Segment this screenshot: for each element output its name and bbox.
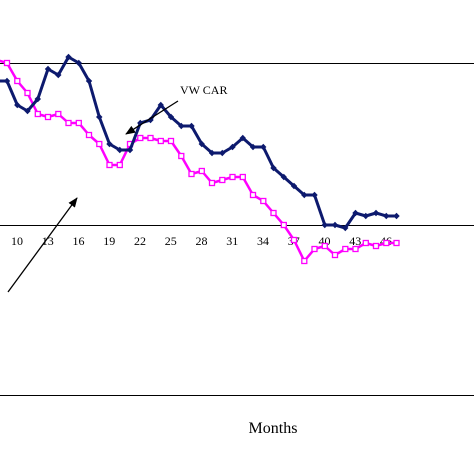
data-point	[24, 107, 31, 115]
data-point	[239, 134, 246, 142]
data-point	[260, 197, 267, 205]
series-0	[0, 53, 400, 232]
data-point	[362, 239, 369, 247]
data-point	[290, 182, 298, 190]
data-point	[3, 77, 11, 85]
data-point	[331, 221, 339, 229]
x-tick-label: 28	[196, 234, 208, 248]
data-point	[311, 191, 318, 199]
data-point	[321, 242, 328, 250]
data-point	[208, 149, 216, 157]
data-point	[198, 140, 205, 148]
data-point	[198, 167, 205, 175]
data-point	[137, 134, 144, 142]
data-point	[14, 77, 21, 85]
data-point	[188, 170, 195, 178]
series-1	[0, 59, 400, 265]
data-point	[44, 113, 52, 121]
x-axis-title: Months	[249, 420, 298, 437]
data-point	[157, 137, 164, 145]
data-point	[75, 59, 82, 67]
data-point	[24, 89, 31, 97]
data-point	[34, 95, 41, 103]
x-tick-label: 25	[165, 234, 177, 248]
x-tick-label: 19	[103, 234, 115, 248]
x-tick-label: 10	[11, 234, 23, 248]
data-point	[44, 65, 52, 73]
data-point	[249, 143, 257, 151]
data-point	[393, 212, 400, 220]
data-point	[280, 221, 287, 229]
data-point	[34, 110, 41, 118]
data-point	[85, 131, 93, 139]
x-axis-ticks: 10131619222528313437404346	[11, 234, 392, 248]
plot-area	[0, 63, 474, 396]
data-point	[106, 161, 113, 169]
annotation-label-vw-car: VW CAR	[180, 83, 227, 97]
data-point	[342, 224, 349, 232]
data-point	[342, 245, 349, 253]
data-point	[372, 209, 380, 217]
data-point	[157, 101, 164, 109]
data-point	[116, 146, 123, 154]
data-point	[106, 140, 113, 148]
series-line	[0, 59, 397, 263]
data-point	[65, 53, 72, 61]
data-point	[219, 176, 226, 184]
data-point	[147, 134, 154, 142]
data-point	[331, 251, 339, 259]
series-layer	[0, 53, 400, 265]
data-point	[219, 149, 226, 157]
data-point	[321, 221, 328, 229]
data-point	[352, 209, 359, 217]
data-point	[270, 164, 277, 172]
data-point	[301, 191, 308, 199]
x-tick-label: 31	[226, 234, 238, 248]
data-point	[55, 71, 62, 79]
data-point	[260, 143, 267, 151]
data-point	[362, 212, 369, 220]
data-point	[167, 137, 175, 145]
data-point	[178, 122, 185, 130]
data-point	[311, 245, 318, 253]
x-tick-label: 43	[349, 234, 361, 248]
annotation-arrow-second-series	[7, 197, 78, 293]
data-point	[55, 110, 62, 118]
data-point	[178, 152, 185, 160]
data-point	[96, 113, 103, 121]
data-point	[167, 113, 175, 121]
data-point	[65, 119, 72, 127]
data-point	[85, 77, 93, 85]
data-point	[126, 146, 134, 154]
data-point	[208, 179, 216, 187]
data-point	[352, 245, 359, 253]
data-point	[239, 173, 246, 181]
annotation-arrow-vw-car	[125, 100, 179, 135]
data-point	[270, 209, 277, 217]
data-point	[290, 236, 298, 244]
x-tick-label: 16	[73, 234, 85, 248]
data-point	[383, 239, 390, 247]
data-point	[372, 242, 380, 250]
data-point	[3, 59, 11, 67]
x-tick-label: 34	[257, 234, 269, 248]
data-point	[96, 140, 103, 148]
data-point	[383, 212, 390, 220]
data-point	[147, 116, 154, 124]
x-tick-label: 13	[42, 234, 54, 248]
data-point	[249, 191, 257, 199]
data-point	[280, 173, 287, 181]
annotation-vw-car: VW CAR	[125, 83, 227, 135]
data-point	[301, 257, 308, 265]
annotation-second-series	[7, 197, 78, 293]
data-point	[75, 119, 82, 127]
data-point	[393, 239, 400, 247]
data-point	[229, 143, 236, 151]
data-point	[116, 161, 123, 169]
data-point	[188, 122, 195, 130]
data-point	[14, 101, 21, 109]
x-tick-label: 22	[134, 234, 146, 248]
data-point	[229, 173, 236, 181]
